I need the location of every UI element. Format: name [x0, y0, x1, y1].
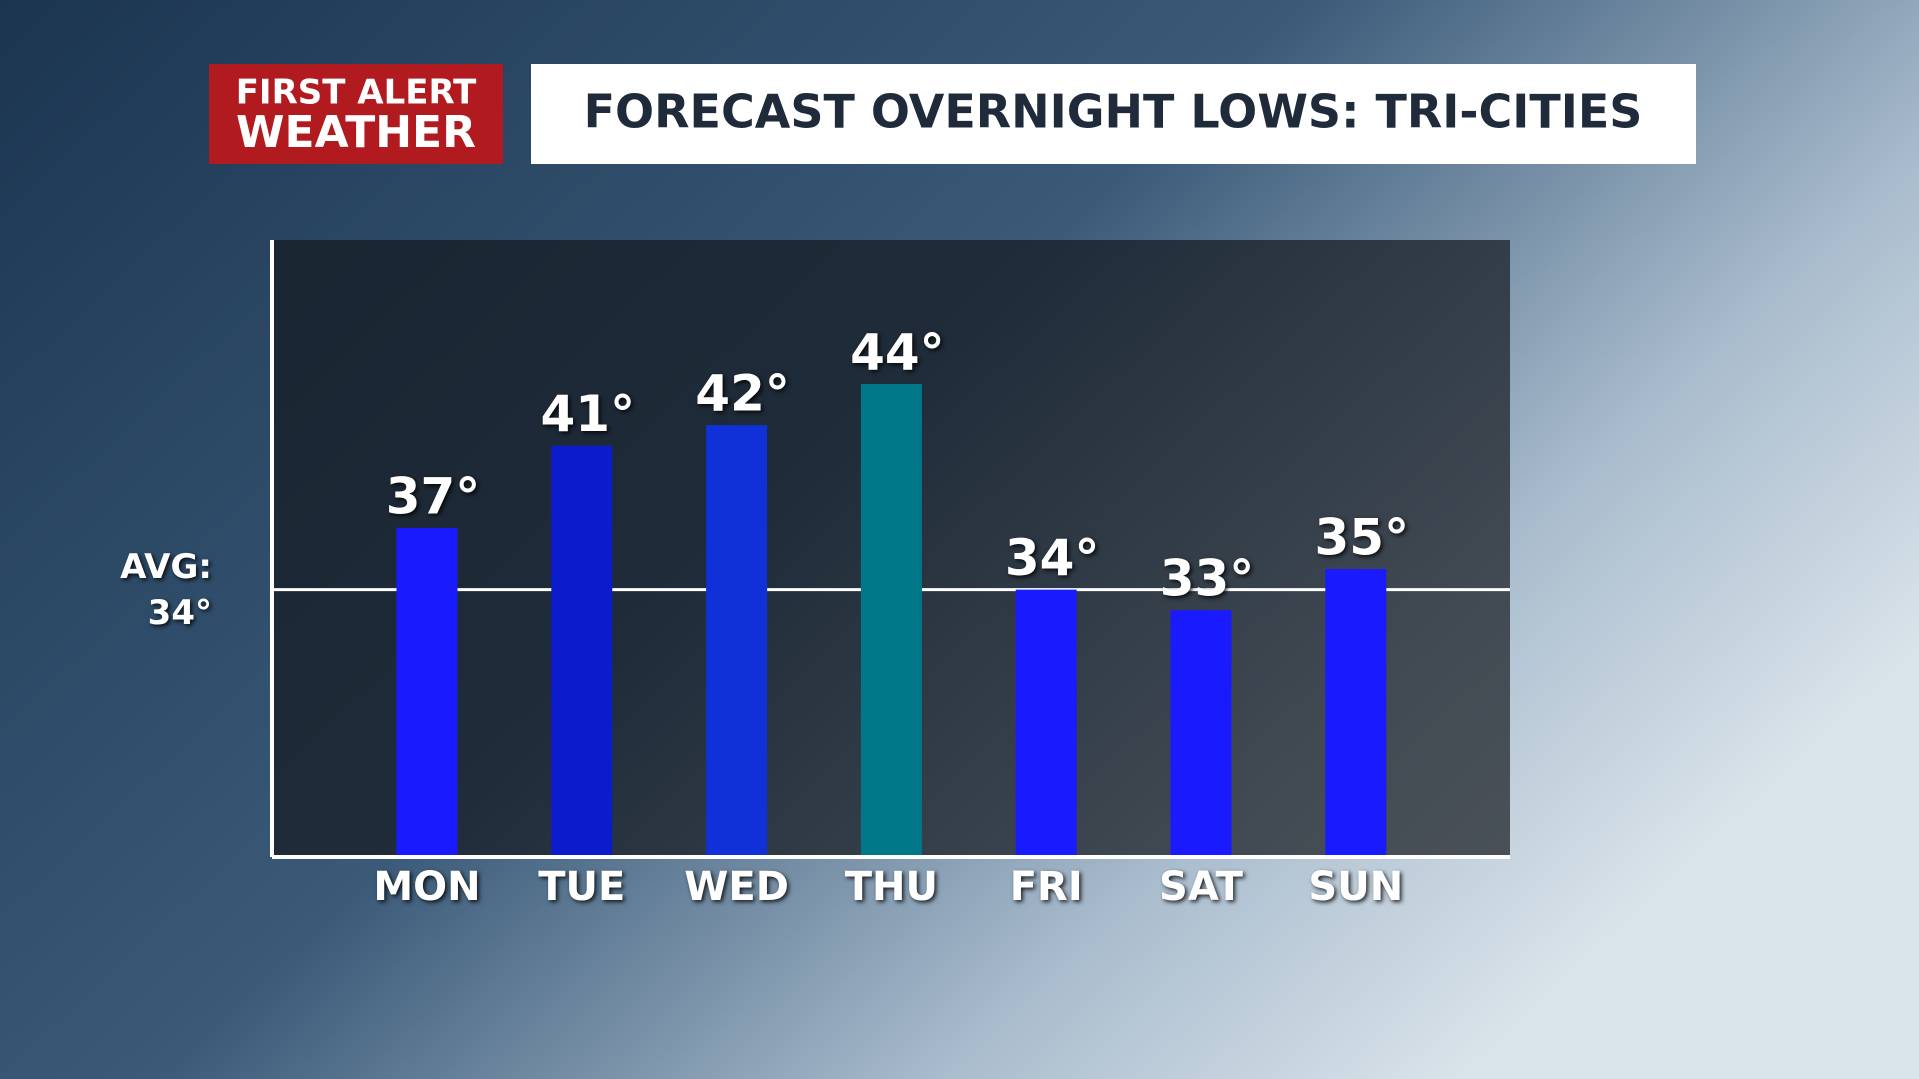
- value-label: 33°: [1160, 550, 1255, 608]
- value-label: 42°: [695, 365, 790, 423]
- x-tick-label: THU: [845, 864, 938, 910]
- x-tick-label: WED: [684, 864, 789, 910]
- title-box: [531, 64, 1696, 164]
- bar: [860, 383, 922, 857]
- bar: [396, 527, 458, 857]
- x-tick-label: SUN: [1308, 864, 1403, 910]
- value-label: 41°: [541, 385, 636, 443]
- value-label: 37°: [386, 467, 481, 525]
- logo-line1: FIRST ALERT: [236, 73, 477, 113]
- x-tick-label: FRI: [1010, 864, 1083, 910]
- bar: [551, 445, 613, 857]
- logo-box: [209, 64, 503, 164]
- bar: [1015, 589, 1077, 857]
- bar: [1170, 610, 1232, 857]
- average-value: 34°: [148, 593, 212, 633]
- value-label: 44°: [850, 323, 945, 381]
- x-tick-label: SAT: [1159, 864, 1244, 910]
- value-label: 35°: [1315, 509, 1410, 567]
- x-tick-label: MON: [373, 864, 480, 910]
- value-label: 34°: [1005, 529, 1100, 587]
- logo-line2: WEATHER: [236, 107, 476, 158]
- x-tick-label: TUE: [538, 864, 625, 910]
- bar: [706, 425, 768, 857]
- bar: [1325, 569, 1387, 857]
- chart-title: FORECAST OVERNIGHT LOWS: TRI-CITIES: [584, 85, 1643, 139]
- average-label: AVG:: [120, 547, 212, 587]
